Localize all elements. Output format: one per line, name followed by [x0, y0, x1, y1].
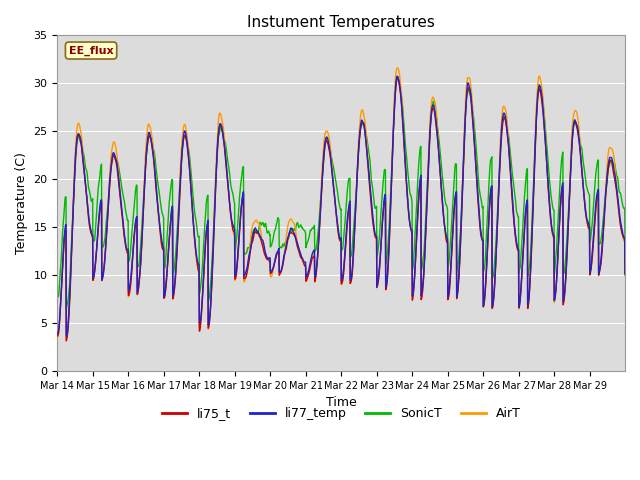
Line: li77_temp: li77_temp: [58, 76, 625, 336]
li75_t: [394, 76, 402, 82]
li75_t: [614, 195, 621, 201]
li77_temp: [376, 263, 383, 268]
AirT: [54, 335, 61, 340]
li77_temp: [545, 187, 552, 192]
SonicT: [111, 153, 118, 158]
li77_temp: [54, 331, 61, 336]
li77_temp: [394, 73, 401, 79]
Line: SonicT: SonicT: [58, 77, 625, 308]
Y-axis label: Temperature (C): Temperature (C): [15, 152, 28, 254]
Title: Instument Temperatures: Instument Temperatures: [247, 15, 435, 30]
SonicT: [54, 293, 61, 299]
AirT: [63, 336, 70, 342]
AirT: [614, 193, 621, 199]
AirT: [545, 191, 552, 197]
li77_temp: [513, 240, 520, 245]
SonicT: [63, 305, 70, 311]
li77_temp: [63, 333, 70, 339]
AirT: [621, 273, 629, 279]
li77_temp: [111, 151, 118, 156]
li75_t: [621, 271, 629, 277]
Line: AirT: AirT: [58, 68, 625, 339]
SonicT: [376, 233, 383, 239]
li75_t: [111, 153, 118, 159]
AirT: [233, 265, 241, 271]
li75_t: [54, 333, 61, 339]
AirT: [111, 139, 118, 145]
SonicT: [614, 174, 621, 180]
li75_t: [63, 338, 70, 344]
AirT: [376, 265, 383, 271]
li77_temp: [233, 264, 241, 269]
AirT: [513, 241, 520, 247]
li77_temp: [614, 192, 621, 197]
li75_t: [233, 267, 241, 273]
SonicT: [233, 234, 241, 240]
X-axis label: Time: Time: [326, 396, 356, 409]
SonicT: [394, 74, 402, 80]
li75_t: [513, 242, 520, 248]
Text: EE_flux: EE_flux: [68, 46, 113, 56]
li75_t: [376, 266, 383, 272]
AirT: [394, 65, 401, 71]
Legend: li75_t, li77_temp, SonicT, AirT: li75_t, li77_temp, SonicT, AirT: [157, 402, 525, 425]
SonicT: [513, 209, 520, 215]
Line: li75_t: li75_t: [58, 79, 625, 341]
SonicT: [621, 240, 629, 245]
SonicT: [545, 167, 552, 172]
li75_t: [545, 191, 552, 196]
li77_temp: [621, 271, 629, 277]
